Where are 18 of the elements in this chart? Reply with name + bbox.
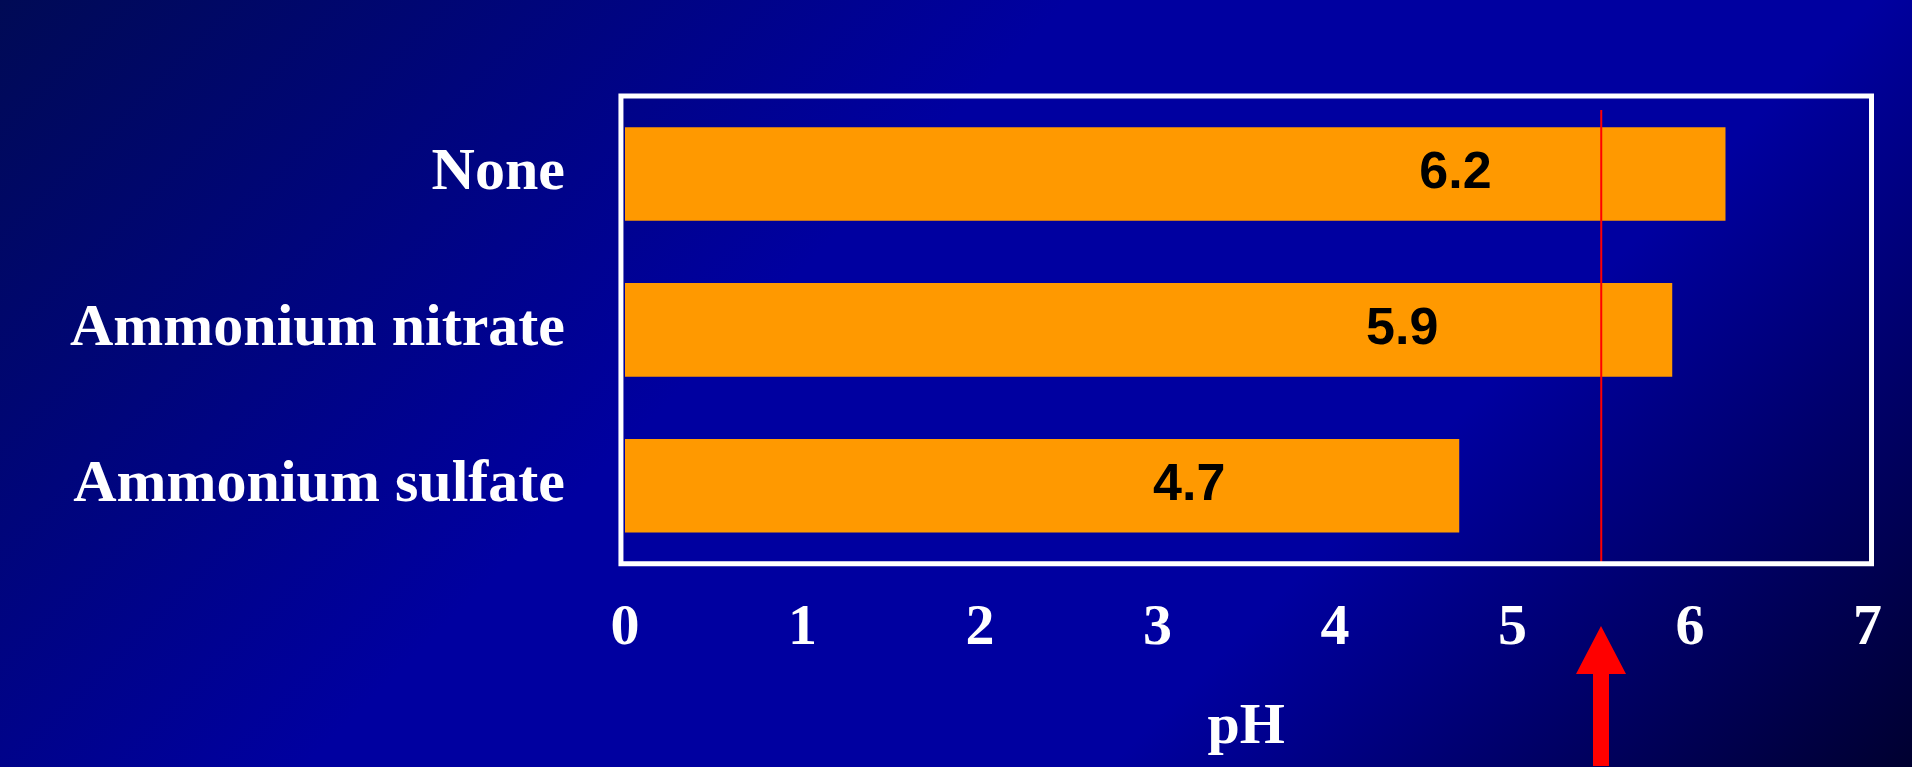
x-tick-label: 3 — [1142, 591, 1172, 657]
x-tick-label: 5 — [1497, 591, 1527, 657]
data-label: 6.2 — [1419, 141, 1492, 200]
x-tick-label: 0 — [610, 591, 640, 657]
x-tick-label: 1 — [787, 591, 817, 657]
x-tick-label: 4 — [1320, 591, 1350, 657]
y-tick-label: None — [431, 136, 565, 203]
y-tick-label: Ammonium sulfate — [73, 448, 565, 515]
data-label: 4.7 — [1153, 453, 1226, 512]
data-label: 5.9 — [1366, 297, 1439, 356]
x-tick-label: 2 — [965, 591, 995, 657]
x-axis-title: pH — [1207, 691, 1285, 757]
bar — [624, 439, 1460, 533]
x-tick-label: 7 — [1853, 591, 1882, 657]
bar — [624, 283, 1673, 377]
x-tick-label: 6 — [1675, 591, 1705, 657]
bar — [624, 127, 1726, 221]
y-tick-label: Ammonium nitrate — [69, 292, 565, 359]
